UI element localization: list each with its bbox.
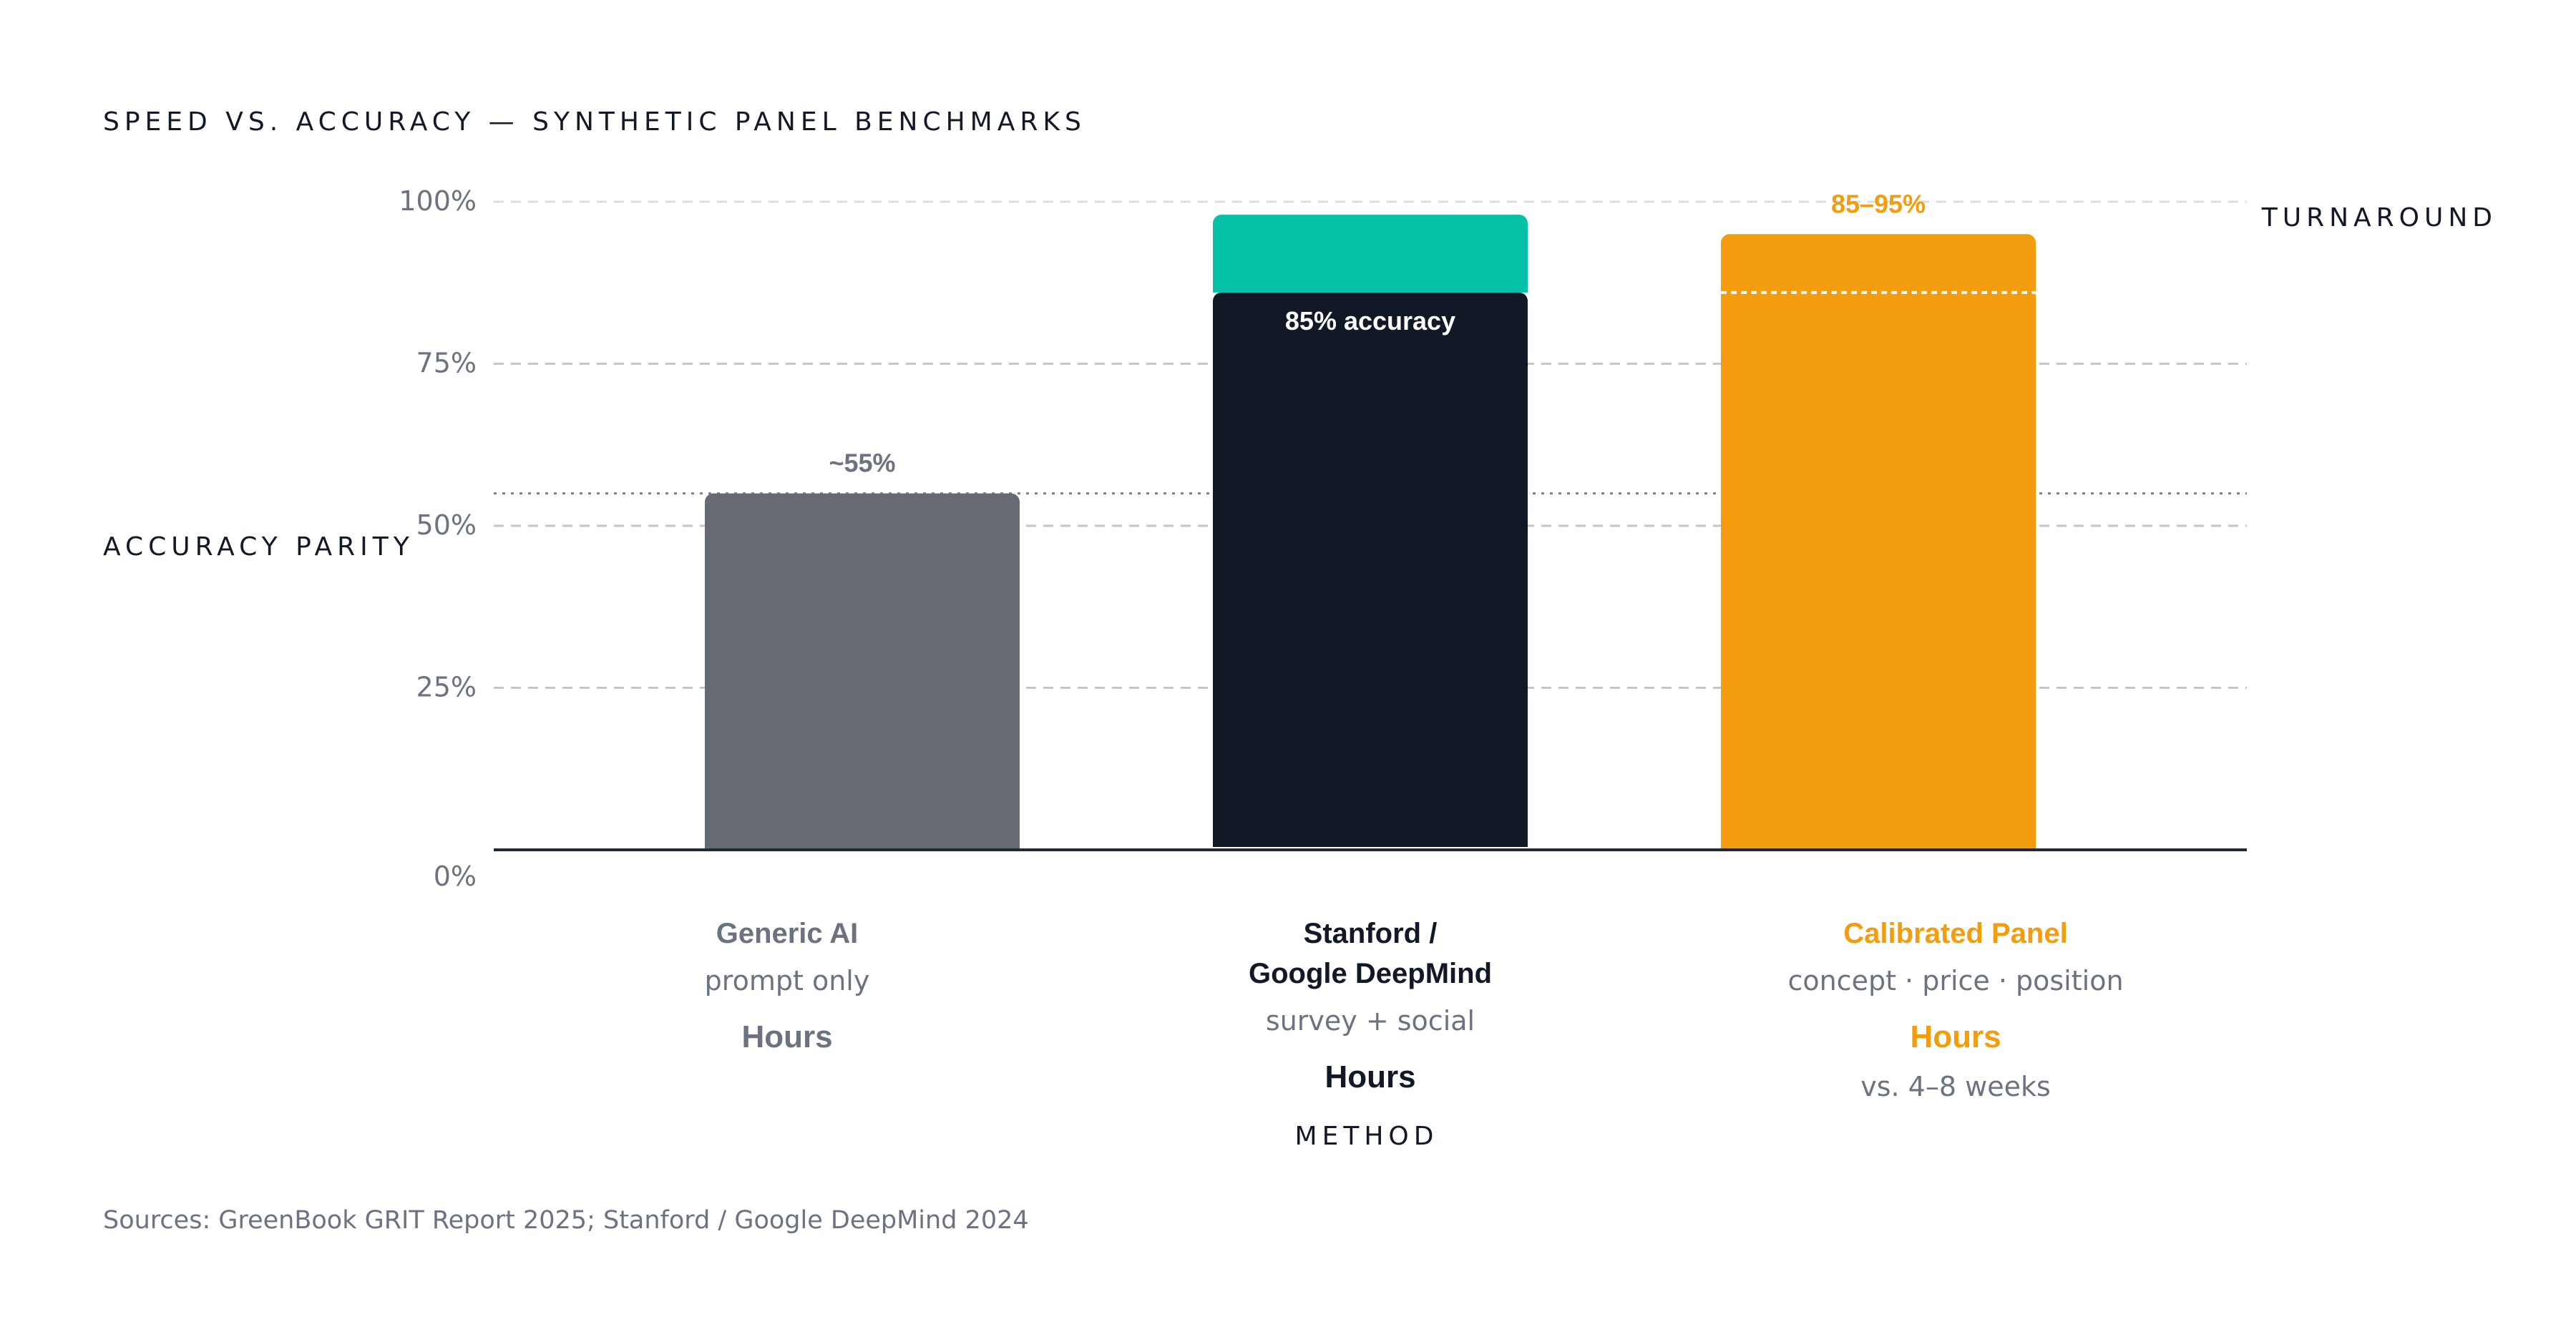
category-labels: Generic AI prompt only Hours Stanford / Goog… <box>705 918 2124 1102</box>
bar-stanford-segment-0-base <box>1213 837 1528 847</box>
y-tick-label-25: 25% <box>416 672 477 703</box>
category-subtitle-stanford: survey + social <box>1266 1005 1475 1037</box>
bar-calibrated-segment-0-base <box>1721 840 2036 850</box>
bar-generic-value-label: ~55% <box>829 449 895 478</box>
y-axis-label: ACCURACY PARITY <box>103 532 414 562</box>
bars: ~55% 85% accuracy 85–95% <box>494 189 2247 851</box>
category-name-stanford-0: Stanford / <box>1304 918 1438 949</box>
bar-generic-segment-0 <box>705 493 1020 850</box>
category-subtitle-generic: prompt only <box>705 965 870 996</box>
y-tick-label-50: 50% <box>416 509 477 541</box>
x-axis-label: METHOD <box>1295 1122 1439 1151</box>
bar-stanford-segment-0 <box>1213 292 1528 848</box>
y-tick-label-0: 0% <box>434 861 477 892</box>
bar-stanford-segment-1 <box>1213 215 1528 293</box>
y-tick-label-75: 75% <box>416 348 477 379</box>
category-turnaround-generic: Hours <box>741 1019 832 1054</box>
y-tick-label-100: 100% <box>399 185 477 217</box>
category-name-stanford-1: Google DeepMind <box>1249 958 1492 989</box>
bar-calibrated-value-label: 85–95% <box>1831 189 1926 218</box>
bar-stanford-value-label: 85% accuracy <box>1285 306 1455 336</box>
category-name-calibrated-0: Calibrated Panel <box>1843 918 2067 949</box>
turnaround-label: TURNAROUND <box>2261 203 2497 232</box>
chart-title: SPEED VS. ACCURACY — SYNTHETIC PANEL BEN… <box>103 107 1086 137</box>
category-turnaround-calibrated: Hours <box>1910 1019 2001 1054</box>
sources-note: Sources: GreenBook GRIT Report 2025; Sta… <box>103 1206 1029 1235</box>
category-subtitle-calibrated: concept · price · position <box>1787 965 2123 996</box>
category-turnaround-stanford: Hours <box>1324 1059 1415 1094</box>
category-note-calibrated: vs. 4–8 weeks <box>1860 1071 2051 1102</box>
bar-calibrated-segment-0 <box>1721 234 2036 850</box>
category-name-generic-0: Generic AI <box>716 918 859 949</box>
bar-generic-segment-0-base <box>705 840 1020 850</box>
bar-stanford-segment-1-base <box>1213 282 1528 293</box>
